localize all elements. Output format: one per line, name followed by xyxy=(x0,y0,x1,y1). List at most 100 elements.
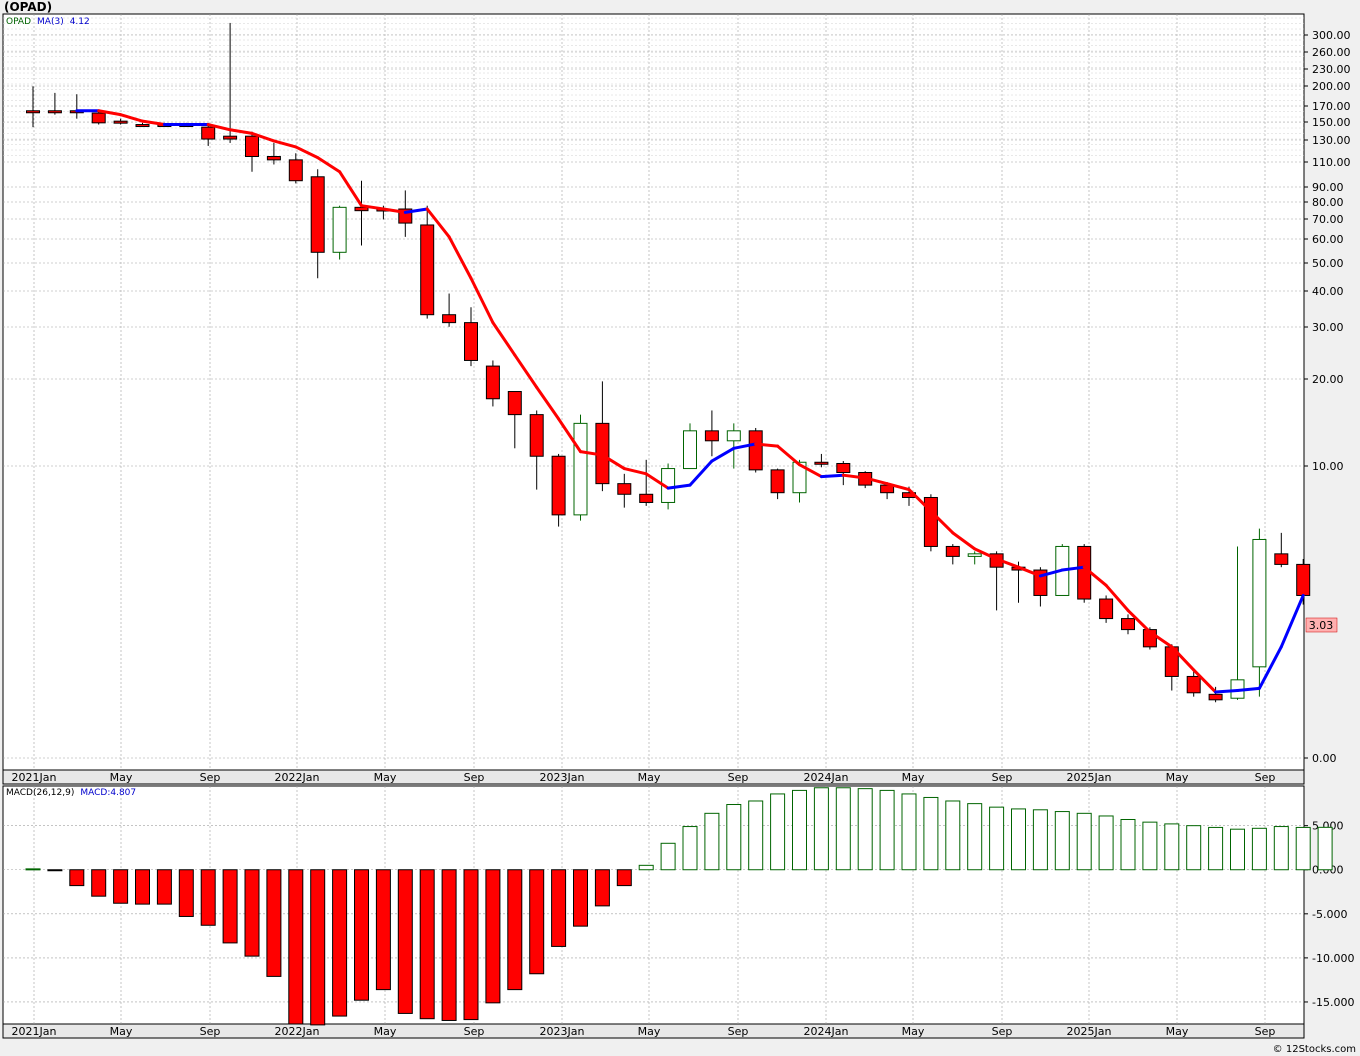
price-y-tick-label: 0.00 xyxy=(1312,752,1337,765)
macd-bar xyxy=(857,788,873,871)
macd-bar xyxy=(200,869,216,926)
candle-body xyxy=(310,176,325,253)
price-y-tick-label: 170.00 xyxy=(1312,100,1351,113)
candle-body xyxy=(1208,693,1223,701)
ma-line-segment xyxy=(907,488,933,513)
price-y-tick-label: 200.00 xyxy=(1312,80,1351,93)
ma-line-segment xyxy=(973,547,999,561)
ma-line-segment xyxy=(425,207,451,239)
macd-bar xyxy=(507,869,523,991)
last-price-box xyxy=(1305,617,1338,633)
candle-body xyxy=(726,430,741,442)
candle-body xyxy=(464,322,478,361)
x-tick-label: Sep xyxy=(200,1025,221,1038)
ma-line-segment xyxy=(403,207,429,214)
macd-bar xyxy=(1076,812,1092,871)
ma-line-segment xyxy=(1126,608,1152,634)
ma-line-segment xyxy=(1082,565,1108,587)
macd-bar xyxy=(288,869,304,1025)
macd-bar xyxy=(748,800,764,871)
macd-bar xyxy=(113,869,129,904)
ma-line-segment xyxy=(97,109,123,117)
ma-line-segment xyxy=(491,321,517,357)
candle-body xyxy=(814,461,829,465)
macd-bar xyxy=(594,869,610,907)
ma-line-segment xyxy=(1170,645,1196,672)
ma-line-segment xyxy=(885,482,911,492)
ma-line-segment xyxy=(819,473,845,479)
x-tick-label: Sep xyxy=(1255,1025,1276,1038)
macd-bar xyxy=(156,869,172,905)
candle-body xyxy=(135,124,150,128)
candle-body xyxy=(770,469,785,494)
macd-bar xyxy=(1230,828,1245,871)
macd-bar xyxy=(726,804,742,871)
x-tick-label: Sep xyxy=(464,1025,485,1038)
candle-body xyxy=(748,430,763,471)
ma-line-segment xyxy=(1148,630,1174,649)
macd-bar xyxy=(682,826,698,871)
ma-line-segment xyxy=(841,473,867,480)
ma-line-segment xyxy=(381,207,407,214)
price-y-tick-label: 110.00 xyxy=(1312,156,1351,169)
candle-body xyxy=(288,159,303,182)
x-tick-label: May xyxy=(1166,771,1189,784)
ma-line-segment xyxy=(732,442,758,450)
candle-body xyxy=(47,110,62,114)
macd-bar xyxy=(485,869,501,1004)
ma-line-segment xyxy=(995,557,1020,569)
macd-bar xyxy=(1032,809,1048,871)
macd-bar xyxy=(923,796,939,871)
ma-line-segment xyxy=(316,156,342,174)
x-tick-label: May xyxy=(110,1025,133,1038)
legend-ma-value: 4.12 xyxy=(70,17,90,27)
candle-body xyxy=(245,135,259,158)
ma-line-segment xyxy=(600,453,626,471)
macd-y-tick-label: -10.000 xyxy=(1312,952,1354,965)
price-y-tick-label: 80.00 xyxy=(1312,196,1344,209)
price-y-tick-label: 300.00 xyxy=(1312,29,1351,42)
macd-bar xyxy=(1186,825,1202,871)
x-tick-label: 2024Jan xyxy=(804,1025,849,1038)
ma-line-segment xyxy=(447,235,473,280)
macd-bar xyxy=(835,787,851,871)
candle-body xyxy=(26,110,40,114)
macd-bar xyxy=(967,803,983,871)
ma-line-segment xyxy=(1104,583,1130,612)
x-tick-label: Sep xyxy=(728,1025,749,1038)
macd-bar xyxy=(638,864,654,871)
ma-line-segment xyxy=(1060,565,1086,572)
macd-bar xyxy=(551,869,567,947)
x-tick-label: Sep xyxy=(464,771,485,784)
candle-body xyxy=(617,483,632,495)
legend-ma-label: MA(3) xyxy=(37,17,64,27)
x-tick-label: 2025Jan xyxy=(1067,771,1112,784)
macd-bar xyxy=(463,869,479,1021)
x-tick-label: May xyxy=(638,1025,661,1038)
x-tick-label: Sep xyxy=(992,771,1013,784)
ma-line-segment xyxy=(929,509,955,535)
candle-body xyxy=(967,553,982,557)
ma-line-segment xyxy=(1279,593,1305,649)
candle-body xyxy=(1099,598,1114,620)
x-tick-label: Sep xyxy=(728,771,749,784)
candle-body xyxy=(442,314,457,324)
price-y-tick-label: 230.00 xyxy=(1312,63,1351,76)
ma-line-segment xyxy=(1017,565,1042,578)
ma-line-segment xyxy=(250,131,276,143)
price-panel xyxy=(2,13,1305,771)
macd-bar xyxy=(1120,818,1136,871)
price-y-tick-label: 40.00 xyxy=(1312,285,1344,298)
candle-body xyxy=(683,430,697,470)
ma-line-segment xyxy=(1038,568,1064,578)
ma-line-segment xyxy=(579,450,604,457)
macd-bar xyxy=(375,869,391,991)
macd-bar xyxy=(660,842,676,871)
price-date-axis xyxy=(2,769,1305,785)
macd-bar xyxy=(1208,826,1224,871)
candle-body xyxy=(354,206,369,212)
macd-legend-params: MACD(26,12,9) xyxy=(6,788,74,798)
ma-line-segment xyxy=(710,446,736,463)
macd-bar xyxy=(989,806,1005,871)
macd-bar xyxy=(616,869,632,887)
